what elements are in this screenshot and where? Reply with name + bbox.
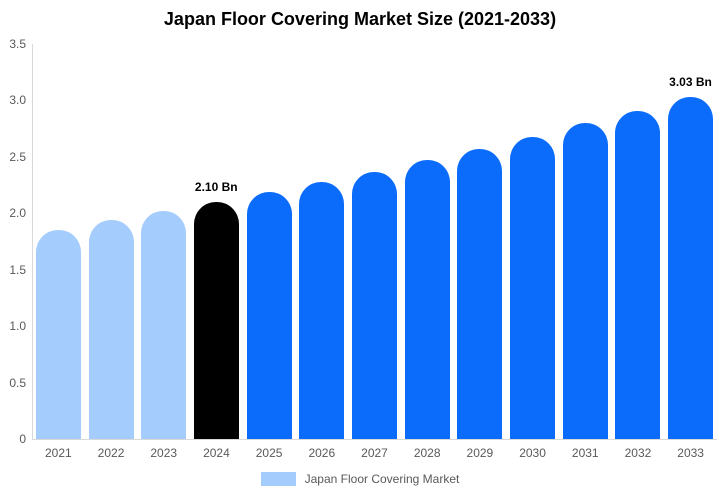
x-tick-label: 2026 [308, 446, 336, 460]
x-axis-line [32, 439, 717, 440]
x-tick-label: 2024 [203, 446, 230, 460]
legend: Japan Floor Covering Market [0, 472, 720, 486]
bar-2023[interactable] [141, 211, 187, 439]
x-tick-label: 2022 [97, 446, 125, 460]
chart-title: Japan Floor Covering Market Size (2021-2… [163, 9, 557, 29]
x-tick-label: 2023 [150, 446, 178, 460]
x-tick-label: 2029 [466, 446, 494, 460]
y-tick-label: 3.0 [9, 93, 26, 108]
data-label-2024: 2.10 Bn [194, 180, 238, 194]
y-tick-label: 0 [19, 432, 26, 446]
bar-2025[interactable] [246, 191, 292, 439]
bar-2028[interactable] [404, 160, 450, 439]
bar-2022[interactable] [88, 220, 134, 439]
bar-2031[interactable] [562, 123, 608, 439]
y-tick-label: 2.5 [9, 149, 26, 164]
legend-swatch-icon [260, 472, 296, 486]
bar-2029[interactable] [457, 148, 503, 439]
y-tick-label: 2.0 [9, 206, 26, 221]
x-tick-label: 2033 [677, 446, 704, 460]
data-label-2033: 3.03 Bn [669, 75, 712, 90]
y-axis-line [32, 44, 33, 439]
y-tick-label: 3.5 [9, 37, 26, 51]
x-tick-label: 2028 [413, 446, 441, 460]
bar-2030[interactable] [510, 136, 556, 439]
bar-2021[interactable] [35, 230, 81, 439]
y-tick-label: 1.5 [9, 262, 26, 277]
x-tick-label: 2021 [44, 446, 72, 460]
y-tick-label: 0.5 [9, 375, 26, 390]
legend-label: Japan Floor Covering Market [304, 472, 460, 486]
x-tick-label: 2030 [519, 446, 546, 460]
bar-2026[interactable] [299, 181, 345, 439]
bar-2032[interactable] [615, 110, 661, 439]
x-tick-label: 2025 [255, 446, 283, 460]
bar-2024[interactable] [193, 202, 239, 439]
x-tick-label: 2031 [571, 446, 599, 460]
y-tick-label: 1.0 [9, 319, 26, 334]
bar-2033[interactable] [668, 97, 714, 439]
x-tick-label: 2032 [624, 446, 652, 460]
x-tick-label: 2027 [361, 446, 388, 460]
bar-2027[interactable] [352, 171, 397, 439]
